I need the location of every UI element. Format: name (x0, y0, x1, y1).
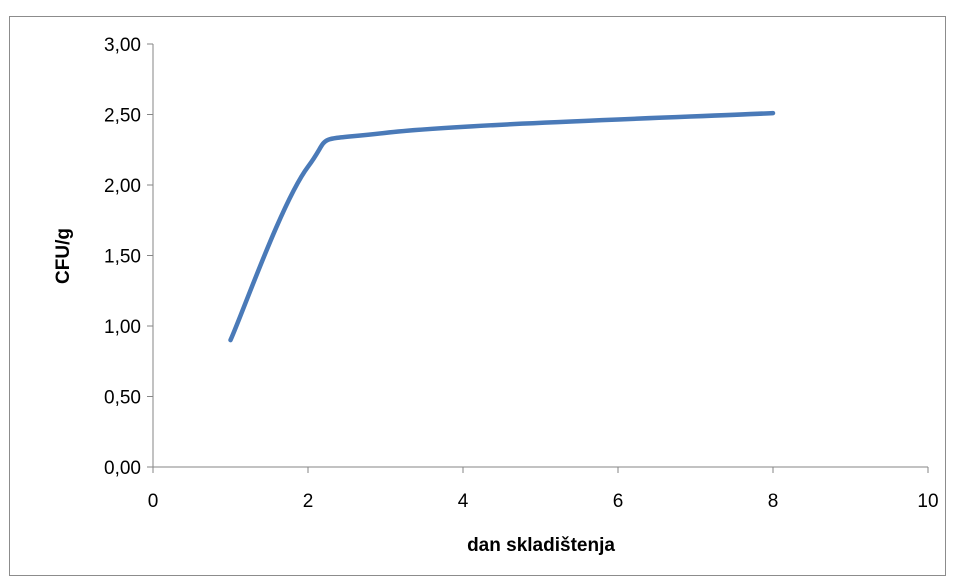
y-tick-label: 2,00 (104, 176, 141, 197)
tick-labels: 0,00 0,50 1,00 1,50 2,00 2,50 3,00 0 2 4 6 8 10 (104, 35, 939, 512)
chart-frame (9, 16, 946, 576)
x-tick-label: 8 (768, 491, 779, 512)
series-line (228, 110, 776, 343)
series-layer (228, 110, 776, 343)
x-tick-label: 4 (458, 491, 469, 512)
x-tick-label: 6 (613, 491, 624, 512)
y-tick-label: 1,00 (104, 317, 141, 338)
x-tick-label: 0 (148, 491, 159, 512)
x-axis-title: dan skladištenja (467, 535, 615, 556)
axes (147, 43, 929, 473)
y-tick-label: 2,50 (104, 106, 141, 127)
y-tick-label: 0,50 (104, 388, 141, 409)
y-tick-label: 0,00 (104, 458, 141, 479)
y-tick-label: 3,00 (104, 35, 141, 56)
y-axis-title: CFU/g (53, 228, 74, 284)
y-tick-label: 1,50 (104, 247, 141, 268)
x-tick-label: 2 (303, 491, 314, 512)
x-tick-label: 10 (917, 491, 938, 512)
